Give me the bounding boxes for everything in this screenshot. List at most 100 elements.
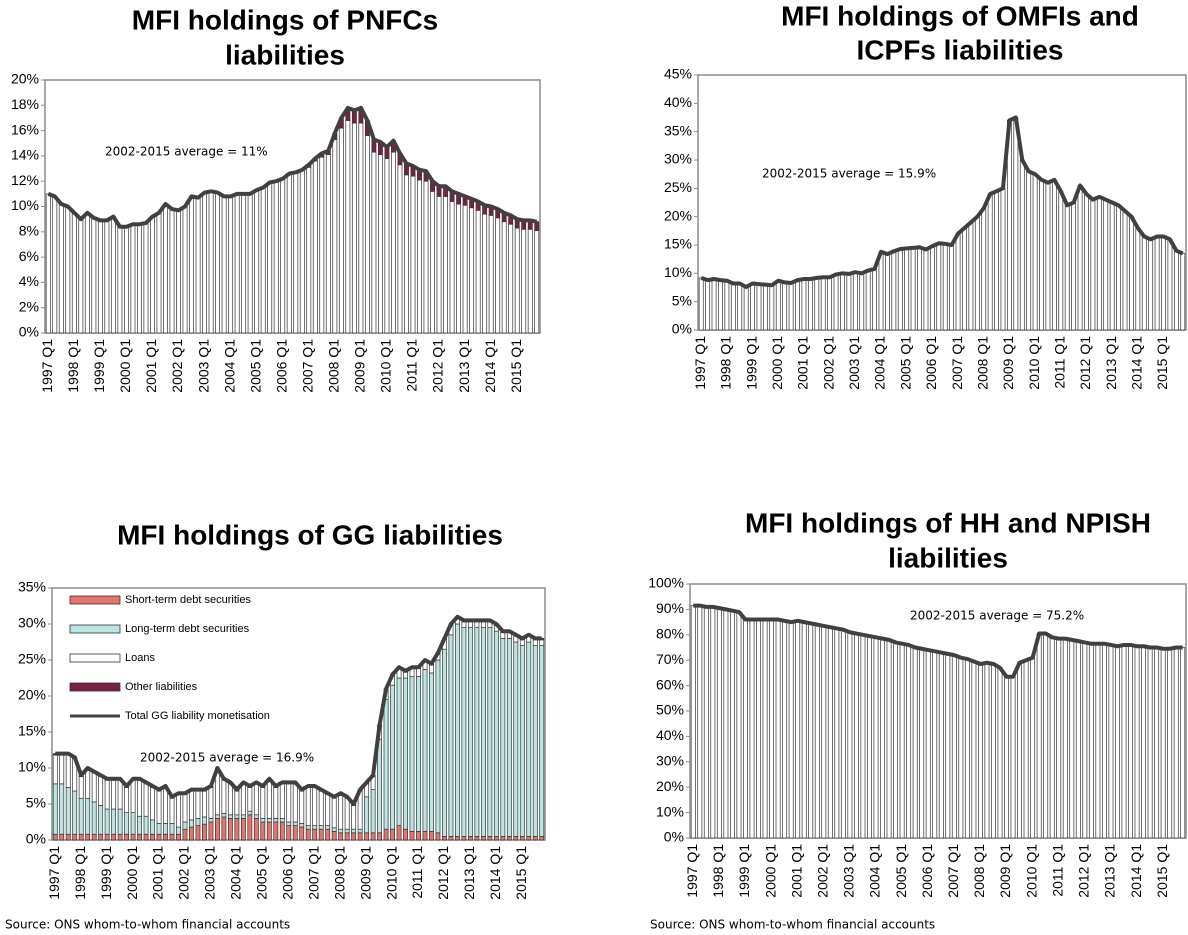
y-tick-label: 10%	[664, 264, 692, 280]
x-tick-label: 1998 Q1	[65, 339, 81, 393]
bar	[697, 605, 703, 839]
x-tick-label: 2011 Q1	[404, 339, 420, 392]
y-tick-label: 50%	[656, 702, 684, 718]
bar	[221, 816, 227, 841]
bar	[1051, 179, 1057, 331]
bar	[422, 831, 428, 841]
bar	[214, 818, 220, 841]
bar	[769, 619, 775, 839]
chart-title: liabilities	[888, 542, 1008, 573]
x-tick-label: 2009 Q1	[352, 339, 368, 393]
bar	[743, 286, 749, 331]
x-tick-label: 2001 Q1	[795, 336, 811, 390]
bar	[286, 173, 292, 334]
bar	[1056, 638, 1062, 839]
x-tick-label: 2005 Q1	[893, 844, 909, 898]
bar	[331, 797, 337, 829]
bar	[390, 684, 395, 830]
bar	[260, 787, 266, 819]
bar	[416, 676, 421, 832]
bar	[795, 279, 800, 331]
bar	[951, 654, 957, 839]
bar	[403, 828, 408, 841]
bar	[827, 276, 833, 331]
bar	[1148, 238, 1154, 331]
bar	[215, 192, 221, 334]
bar	[532, 639, 538, 646]
chart-title: liabilities	[225, 39, 345, 70]
x-tick-label: 2007 Q1	[945, 844, 961, 898]
x-tick-label: 1997 Q1	[46, 846, 62, 900]
bar	[71, 212, 77, 334]
bar	[506, 836, 512, 841]
bar	[430, 190, 435, 334]
legend-label: Short-term debt securities	[125, 594, 251, 606]
annotation: 2002-2015 average = 11%	[105, 145, 268, 159]
bar	[1160, 648, 1166, 839]
bar	[195, 197, 201, 334]
bar	[234, 818, 240, 841]
bar	[169, 797, 175, 824]
bar	[971, 661, 977, 839]
bar	[117, 226, 123, 334]
bar	[150, 819, 155, 835]
bar	[91, 217, 97, 334]
bar	[370, 832, 376, 841]
y-tick-label: 2%	[19, 298, 39, 314]
bar	[1010, 676, 1016, 839]
bar	[539, 645, 545, 837]
bar	[150, 833, 155, 841]
bar	[474, 627, 480, 837]
y-tick-label: 5%	[26, 795, 46, 811]
bar	[143, 815, 149, 835]
y-tick-label: 35%	[18, 579, 46, 595]
bar	[364, 796, 370, 834]
bar	[72, 833, 78, 841]
y-tick-label: 30%	[18, 615, 46, 631]
bar	[1141, 236, 1147, 331]
bar	[396, 825, 402, 841]
bar	[228, 196, 234, 334]
x-tick-label: 2010 Q1	[1026, 336, 1042, 390]
y-tick-label: 0%	[26, 831, 46, 847]
total-line	[693, 603, 1183, 679]
bar	[227, 818, 233, 841]
bar	[984, 662, 990, 839]
bar	[169, 208, 175, 334]
bar	[435, 832, 441, 841]
bar	[318, 790, 324, 826]
bar	[1122, 210, 1128, 331]
y-tick-label: 8%	[19, 223, 39, 239]
bar	[519, 645, 525, 837]
bar	[98, 833, 104, 841]
bar	[254, 189, 260, 334]
x-tick-label: 2012 Q1	[1076, 844, 1092, 898]
y-tick-label: 40%	[656, 727, 684, 743]
x-tick-label: 1999 Q1	[743, 336, 759, 390]
bar	[124, 833, 130, 841]
bar	[508, 223, 514, 334]
bar	[111, 808, 117, 835]
bar	[807, 278, 813, 331]
plot-frame	[51, 587, 546, 841]
bar	[527, 228, 533, 334]
bar	[1013, 117, 1019, 331]
bar	[143, 783, 149, 817]
bar	[846, 273, 852, 331]
bar	[514, 227, 520, 334]
bar	[859, 272, 865, 331]
bar	[1135, 227, 1141, 331]
bar	[467, 627, 473, 837]
y-tick-label: 0%	[664, 829, 684, 845]
bar	[273, 787, 279, 819]
plot-frame	[697, 74, 1187, 331]
bar	[156, 790, 162, 824]
bar	[143, 833, 149, 841]
bar	[247, 787, 253, 812]
bar	[475, 209, 481, 334]
bar	[299, 823, 305, 828]
x-tick-label: 2000 Q1	[769, 336, 785, 390]
y-tick-label: 14%	[11, 147, 39, 163]
bar	[344, 828, 350, 834]
